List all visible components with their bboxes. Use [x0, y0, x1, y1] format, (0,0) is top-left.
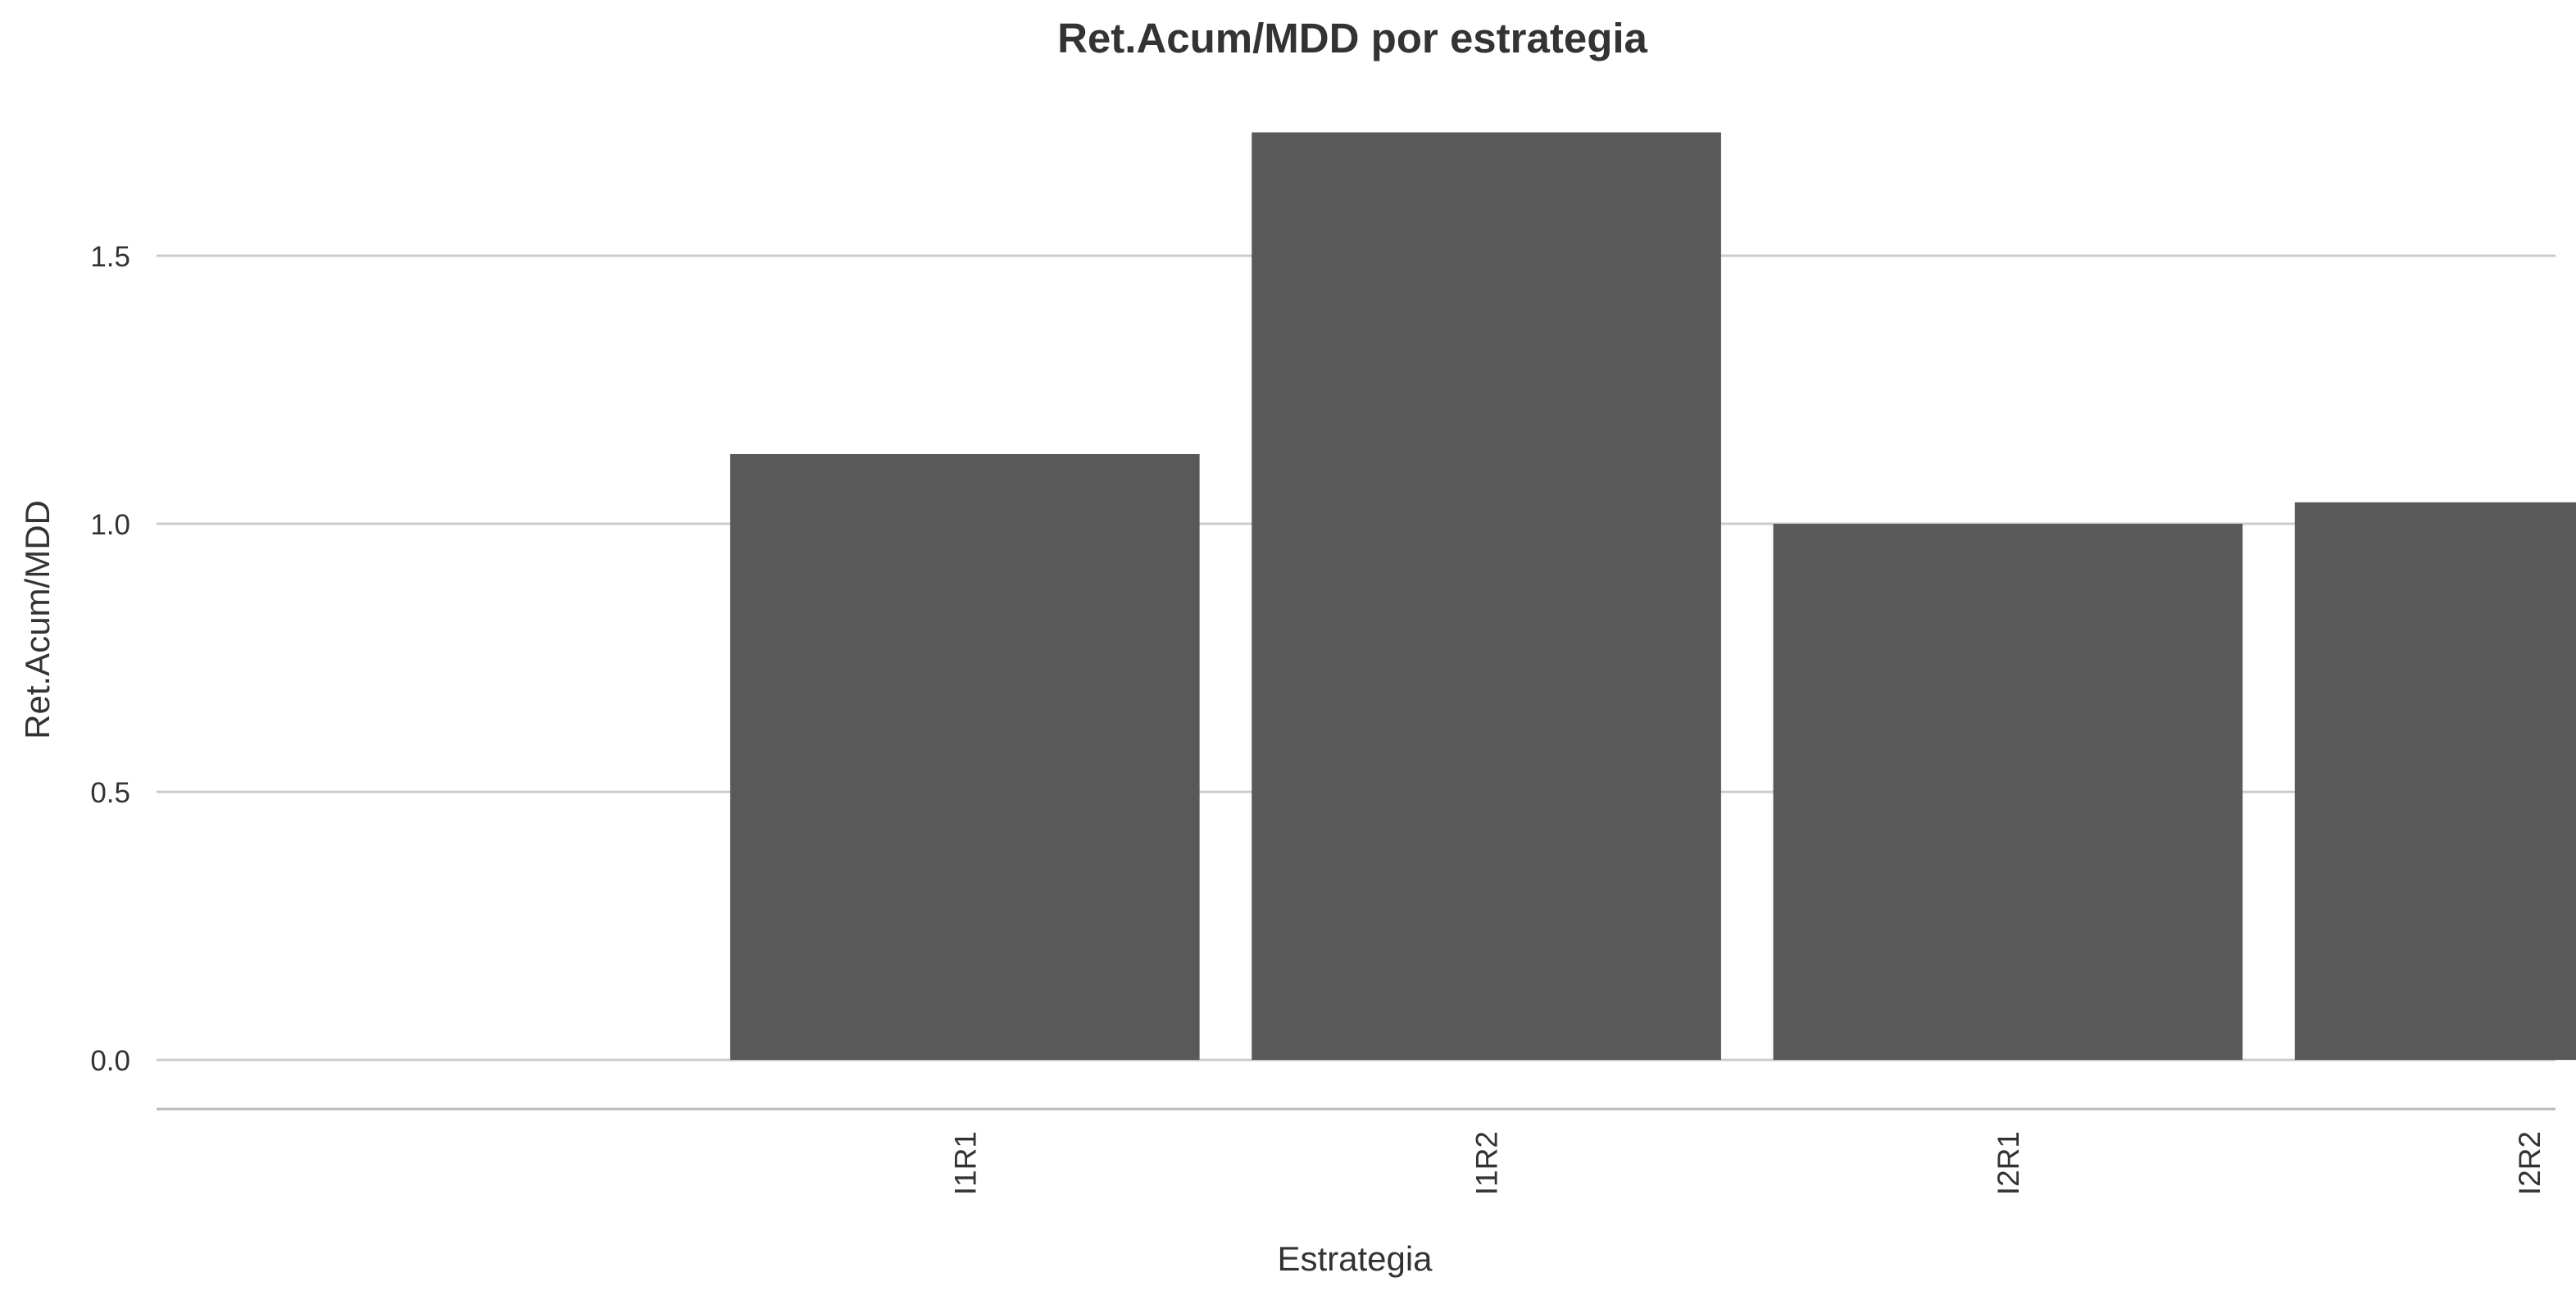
chart-title: Ret.Acum/MDD por estrategia: [1057, 15, 1647, 61]
x-tick-label: I2R1: [1992, 1131, 2025, 1195]
y-axis-label: Ret.Acum/MDD: [18, 500, 57, 739]
y-tick-label: 0.5: [90, 777, 130, 809]
y-axis-ticks: 0.0 0.5 1.0 1.5: [90, 241, 130, 1077]
x-tick-label: I1R1: [948, 1131, 982, 1195]
bar-i1r2: [1252, 132, 1721, 1061]
x-axis-label: Estrategia: [1277, 1239, 1433, 1278]
y-tick-label: 0.0: [90, 1045, 130, 1077]
y-tick-label: 1.0: [90, 509, 130, 541]
bar-i2r2: [2294, 502, 2576, 1061]
x-axis-ticks: I1R1 I1R2 I2R1 I2R2: [948, 1131, 2546, 1195]
y-tick-label: 1.5: [90, 241, 130, 273]
bar-i2r1: [1773, 524, 2243, 1061]
x-tick-label: I2R2: [2513, 1131, 2546, 1195]
bar-i1r1: [729, 453, 1200, 1061]
bars: [729, 132, 2576, 1061]
x-tick-label: I1R2: [1470, 1131, 1504, 1195]
